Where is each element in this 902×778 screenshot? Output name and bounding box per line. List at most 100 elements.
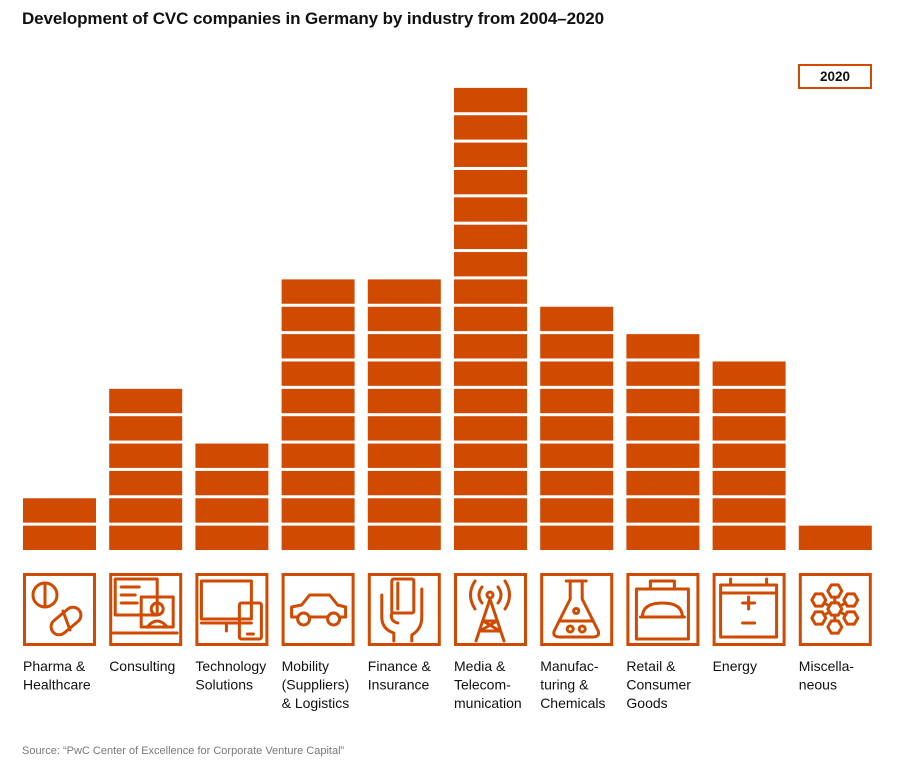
bar-manufacturing-chemicals-block [540, 443, 614, 468]
bar-mobility-suppliers-logistics [281, 279, 355, 550]
bar-technology-solutions-block [195, 470, 269, 496]
bar-miscellaneous [798, 525, 872, 550]
bar-mobility-suppliers-logistics-block [281, 498, 355, 523]
bar-energy-block [712, 416, 786, 441]
chart-title: Development of CVC companies in Germany … [22, 9, 604, 28]
bar-retail-consumer-goods-block [626, 334, 700, 359]
bar-energy-block [712, 361, 786, 386]
category-label: Pharma & Healthcare [23, 658, 91, 693]
bar-consulting [109, 388, 183, 550]
bar-media-telecommunication-block [454, 443, 527, 468]
car-icon [281, 573, 355, 646]
bar-media-telecommunication-block [454, 142, 527, 167]
bar-media-telecommunication-block [454, 334, 527, 359]
bar-energy [712, 361, 786, 550]
bar-retail-consumer-goods-block [626, 498, 700, 523]
category-label: Retail & Consumer Goods [626, 658, 691, 711]
bar-media-telecommunication-block [454, 197, 527, 222]
bar-energy-block [712, 443, 786, 468]
bar-finance-insurance-block [367, 470, 441, 496]
bar-media-telecommunication-block [454, 224, 527, 250]
bar-mobility-suppliers-logistics-block [281, 470, 355, 496]
bar-finance-insurance-block [367, 525, 441, 550]
presentation-icon [109, 573, 183, 646]
bar-consulting-block [109, 388, 183, 414]
bar-technology-solutions [195, 443, 269, 550]
bar-mobility-suppliers-logistics-block [281, 525, 355, 550]
bar-consulting-block [109, 498, 183, 523]
antenna-icon [454, 573, 527, 646]
bar-manufacturing-chemicals-block [540, 498, 614, 523]
bar-finance-insurance-block [367, 416, 441, 441]
bar-finance-insurance-block [367, 443, 441, 468]
bar-retail-consumer-goods-block [626, 470, 700, 496]
bar-pharma-healthcare [23, 498, 96, 550]
bar-mobility-suppliers-logistics-block [281, 443, 355, 468]
bar-manufacturing-chemicals-block [540, 361, 614, 386]
bar-consulting-block [109, 470, 183, 496]
bar-manufacturing-chemicals-block [540, 416, 614, 441]
bar-technology-solutions-block [195, 525, 269, 550]
category-label: Mobility (Suppliers) & Logistics [282, 658, 350, 711]
category-label: Finance & Insurance [368, 658, 432, 693]
bar-media-telecommunication-block [454, 388, 527, 414]
flask-icon [540, 573, 614, 646]
network-icon [798, 573, 872, 646]
bar-media-telecommunication-block [454, 361, 527, 386]
bar-media-telecommunication-block [454, 498, 527, 523]
bar-media-telecommunication-block [454, 416, 527, 441]
source-note: Source: “PwC Center of Excellence for Co… [22, 745, 345, 757]
devices-icon [195, 573, 269, 646]
bar-retail-consumer-goods-block [626, 361, 700, 386]
bar-retail-consumer-goods-block [626, 388, 700, 414]
bar-retail-consumer-goods [626, 334, 700, 550]
bar-miscellaneous-block [798, 525, 872, 550]
bar-mobility-suppliers-logistics-block [281, 361, 355, 386]
bar-retail-consumer-goods-block [626, 443, 700, 468]
bar-finance-insurance [367, 279, 441, 550]
bar-media-telecommunication-block [454, 470, 527, 496]
bar-mobility-suppliers-logistics-block [281, 416, 355, 441]
bar-mobility-suppliers-logistics-block [281, 388, 355, 414]
bar-manufacturing-chemicals-block [540, 525, 614, 550]
category-label: Energy [713, 658, 757, 674]
bar-manufacturing-chemicals-block [540, 334, 614, 359]
bar-consulting-block [109, 443, 183, 468]
bar-media-telecommunication-block [454, 525, 527, 550]
bar-media-telecommunication-block [454, 87, 527, 113]
category-label: Technology Solutions [195, 658, 266, 693]
bar-manufacturing-chemicals-block [540, 306, 614, 332]
bar-energy-block [712, 470, 786, 496]
bar-media-telecommunication-block [454, 169, 527, 195]
bar-mobility-suppliers-logistics-block [281, 279, 355, 304]
category-label: Consulting [109, 658, 175, 674]
category-label: Manufac-turing & Chemicals [540, 658, 605, 711]
bar-retail-consumer-goods-block [626, 416, 700, 441]
bar-mobility-suppliers-logistics-block [281, 334, 355, 359]
year-badge: 2020 [798, 64, 872, 89]
category-label: Media & Telecom-munication [454, 658, 522, 711]
labels-group: Pharma & Healthcare Consulting Technology So… [23, 658, 854, 711]
bar-media-telecommunication-block [454, 115, 527, 140]
bar-finance-insurance-block [367, 498, 441, 523]
bar-energy-block [712, 498, 786, 523]
bar-energy-block [712, 525, 786, 550]
bar-manufacturing-chemicals-block [540, 388, 614, 414]
bar-media-telecommunication-block [454, 252, 527, 277]
bar-finance-insurance-block [367, 334, 441, 359]
battery-icon [712, 573, 786, 646]
bar-technology-solutions-block [195, 443, 269, 468]
bar-finance-insurance-block [367, 388, 441, 414]
bar-retail-consumer-goods-block [626, 525, 700, 550]
bar-energy-block [712, 388, 786, 414]
card-hand-icon [367, 573, 441, 646]
bar-consulting-block [109, 525, 183, 550]
bars-group [23, 87, 872, 550]
pills-icon [23, 573, 96, 646]
bar-finance-insurance-block [367, 306, 441, 332]
bar-mobility-suppliers-logistics-block [281, 306, 355, 332]
shopping-bag-icon [626, 573, 700, 646]
category-label: Miscella-neous [799, 658, 855, 693]
bar-manufacturing-chemicals-block [540, 470, 614, 496]
